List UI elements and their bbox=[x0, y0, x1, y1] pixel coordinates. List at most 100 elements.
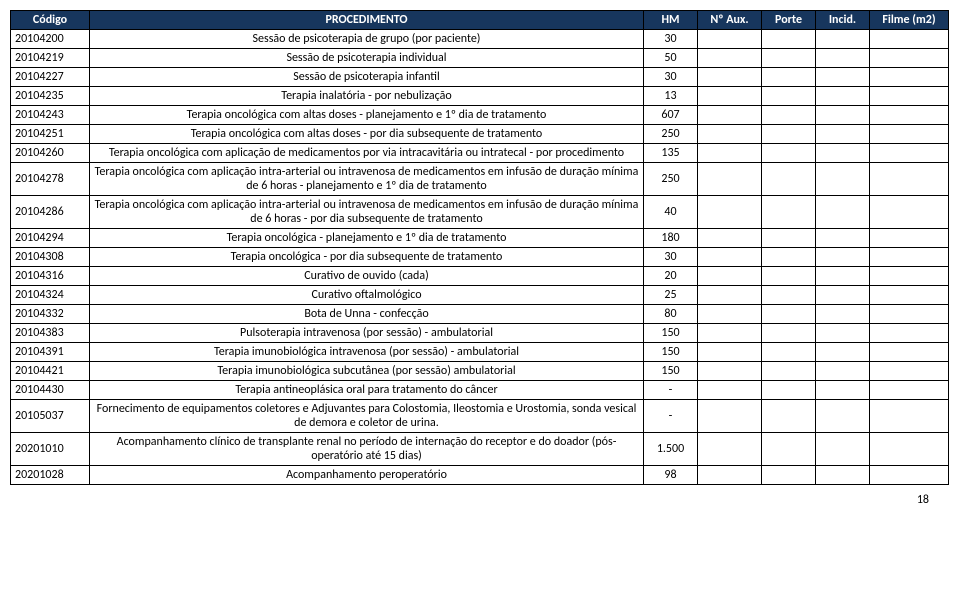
cell-incid bbox=[816, 343, 870, 362]
cell-porte bbox=[762, 196, 816, 229]
cell-procedimento: Terapia oncológica com aplicação intra-a… bbox=[90, 196, 644, 229]
cell-incid bbox=[816, 362, 870, 381]
cell-codigo: 20104308 bbox=[11, 248, 90, 267]
cell-procedimento: Terapia imunobiológica subcutânea (por s… bbox=[90, 362, 644, 381]
cell-hm: 180 bbox=[644, 229, 698, 248]
cell-hm: 30 bbox=[644, 68, 698, 87]
cell-codigo: 20104316 bbox=[11, 267, 90, 286]
cell-procedimento: Terapia oncológica com altas doses - pla… bbox=[90, 106, 644, 125]
cell-codigo: 20104260 bbox=[11, 144, 90, 163]
cell-incid bbox=[816, 106, 870, 125]
cell-filme bbox=[870, 433, 949, 466]
cell-codigo: 20104243 bbox=[11, 106, 90, 125]
cell-procedimento: Terapia imunobiológica intravenosa (por … bbox=[90, 343, 644, 362]
cell-hm: 607 bbox=[644, 106, 698, 125]
cell-filme bbox=[870, 267, 949, 286]
cell-incid bbox=[816, 196, 870, 229]
cell-aux bbox=[698, 362, 762, 381]
cell-codigo: 20104227 bbox=[11, 68, 90, 87]
table-body: 20104200Sessão de psicoterapia de grupo … bbox=[11, 30, 949, 485]
cell-porte bbox=[762, 106, 816, 125]
cell-hm: 150 bbox=[644, 343, 698, 362]
cell-hm: 250 bbox=[644, 163, 698, 196]
table-row: 20104332Bota de Unna - confecção80 bbox=[11, 305, 949, 324]
cell-filme bbox=[870, 196, 949, 229]
cell-aux bbox=[698, 68, 762, 87]
table-row: 20104421Terapia imunobiológica subcutâne… bbox=[11, 362, 949, 381]
cell-aux bbox=[698, 144, 762, 163]
cell-aux bbox=[698, 381, 762, 400]
cell-codigo: 20201028 bbox=[11, 466, 90, 485]
cell-procedimento: Acompanhamento peroperatório bbox=[90, 466, 644, 485]
cell-porte bbox=[762, 466, 816, 485]
cell-filme bbox=[870, 163, 949, 196]
cell-hm: 50 bbox=[644, 49, 698, 68]
cell-codigo: 20104391 bbox=[11, 343, 90, 362]
cell-filme bbox=[870, 68, 949, 87]
cell-hm: 1.500 bbox=[644, 433, 698, 466]
cell-hm: 150 bbox=[644, 362, 698, 381]
cell-hm: 98 bbox=[644, 466, 698, 485]
cell-aux bbox=[698, 433, 762, 466]
table-row: 20104219Sessão de psicoterapia individua… bbox=[11, 49, 949, 68]
table-row: 20104391Terapia imunobiológica intraveno… bbox=[11, 343, 949, 362]
cell-incid bbox=[816, 324, 870, 343]
cell-aux bbox=[698, 324, 762, 343]
header-codigo: Código bbox=[11, 11, 90, 30]
cell-incid bbox=[816, 286, 870, 305]
cell-incid bbox=[816, 248, 870, 267]
cell-porte bbox=[762, 248, 816, 267]
cell-aux bbox=[698, 163, 762, 196]
cell-filme bbox=[870, 400, 949, 433]
cell-procedimento: Terapia oncológica com altas doses - por… bbox=[90, 125, 644, 144]
table-row: 20104235Terapia inalatória - por nebuliz… bbox=[11, 87, 949, 106]
header-hm: HM bbox=[644, 11, 698, 30]
cell-porte bbox=[762, 49, 816, 68]
header-filme: Filme (m2) bbox=[870, 11, 949, 30]
cell-codigo: 20104421 bbox=[11, 362, 90, 381]
table-row: 20104324Curativo oftalmológico25 bbox=[11, 286, 949, 305]
table-row: 20104200Sessão de psicoterapia de grupo … bbox=[11, 30, 949, 49]
cell-aux bbox=[698, 87, 762, 106]
cell-codigo: 20104383 bbox=[11, 324, 90, 343]
cell-filme bbox=[870, 286, 949, 305]
cell-filme bbox=[870, 49, 949, 68]
cell-procedimento: Sessão de psicoterapia de grupo (por pac… bbox=[90, 30, 644, 49]
cell-codigo: 20104430 bbox=[11, 381, 90, 400]
cell-filme bbox=[870, 324, 949, 343]
cell-porte bbox=[762, 163, 816, 196]
cell-filme bbox=[870, 343, 949, 362]
cell-aux bbox=[698, 106, 762, 125]
cell-filme bbox=[870, 466, 949, 485]
cell-procedimento: Terapia oncológica - por dia subsequente… bbox=[90, 248, 644, 267]
cell-incid bbox=[816, 49, 870, 68]
cell-porte bbox=[762, 144, 816, 163]
cell-procedimento: Fornecimento de equipamentos coletores e… bbox=[90, 400, 644, 433]
table-row: 20104383Pulsoterapia intravenosa (por se… bbox=[11, 324, 949, 343]
cell-procedimento: Bota de Unna - confecção bbox=[90, 305, 644, 324]
cell-procedimento: Pulsoterapia intravenosa (por sessão) - … bbox=[90, 324, 644, 343]
cell-porte bbox=[762, 30, 816, 49]
cell-porte bbox=[762, 433, 816, 466]
cell-filme bbox=[870, 106, 949, 125]
cell-hm: 150 bbox=[644, 324, 698, 343]
cell-aux bbox=[698, 466, 762, 485]
cell-porte bbox=[762, 343, 816, 362]
cell-incid bbox=[816, 30, 870, 49]
cell-procedimento: Sessão de psicoterapia individual bbox=[90, 49, 644, 68]
cell-procedimento: Curativo oftalmológico bbox=[90, 286, 644, 305]
cell-codigo: 20104332 bbox=[11, 305, 90, 324]
cell-incid bbox=[816, 87, 870, 106]
cell-codigo: 20104219 bbox=[11, 49, 90, 68]
cell-porte bbox=[762, 87, 816, 106]
cell-aux bbox=[698, 286, 762, 305]
cell-aux bbox=[698, 196, 762, 229]
table-row: 20201010Acompanhamento clínico de transp… bbox=[11, 433, 949, 466]
cell-porte bbox=[762, 324, 816, 343]
cell-procedimento: Terapia oncológica com aplicação intra-a… bbox=[90, 163, 644, 196]
cell-codigo: 20105037 bbox=[11, 400, 90, 433]
cell-aux bbox=[698, 49, 762, 68]
cell-porte bbox=[762, 267, 816, 286]
header-incid: Incid. bbox=[816, 11, 870, 30]
cell-porte bbox=[762, 229, 816, 248]
